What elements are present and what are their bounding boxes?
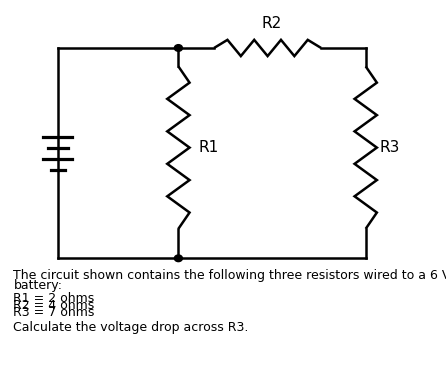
Circle shape (174, 45, 182, 51)
Text: R3: R3 (379, 140, 400, 155)
Text: battery:: battery: (13, 279, 62, 292)
Text: R1: R1 (198, 140, 219, 155)
Text: R2: R2 (262, 16, 282, 31)
Text: R1 = 2 ohms: R1 = 2 ohms (13, 292, 95, 304)
Text: R2 = 4 ohms: R2 = 4 ohms (13, 299, 95, 312)
Text: Calculate the voltage drop across R3.: Calculate the voltage drop across R3. (13, 321, 249, 334)
Text: R3 = 7 ohms: R3 = 7 ohms (13, 306, 95, 319)
Circle shape (174, 255, 182, 262)
Text: The circuit shown contains the following three resistors wired to a 6 V: The circuit shown contains the following… (13, 269, 446, 282)
